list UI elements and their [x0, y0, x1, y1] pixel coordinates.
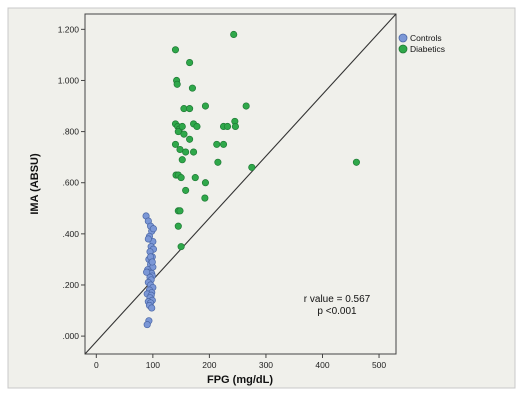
data-point-diabetics — [171, 46, 180, 54]
data-point-diabetics — [223, 122, 232, 131]
data-point-controls — [148, 258, 156, 266]
reference-line — [84, 13, 397, 355]
data-point-diabetics — [171, 140, 180, 148]
legend: Controls Diabetics — [398, 33, 445, 54]
y-tick-label: 1.000 — [58, 75, 80, 85]
data-point-diabetics — [188, 84, 196, 92]
y-tick-label: .800 — [62, 127, 79, 137]
data-point-diabetics — [231, 122, 239, 131]
data-point-diabetics — [186, 59, 194, 67]
data-point-diabetics — [201, 194, 209, 202]
data-point-diabetics — [230, 30, 238, 39]
x-tick-label: 400 — [315, 360, 329, 370]
data-point-diabetics — [214, 158, 222, 166]
data-point-diabetics — [186, 135, 194, 143]
x-axis-title: FPG (mg/dL) — [207, 374, 273, 386]
data-point-diabetics — [201, 102, 209, 110]
x-tick-label: 0 — [94, 360, 99, 370]
data-point-diabetics — [191, 174, 199, 182]
x-tick-label: 500 — [372, 360, 386, 370]
y-axis-title: IMA (ABSU) — [29, 153, 41, 215]
data-point-diabetics — [182, 148, 190, 156]
data-point-diabetics — [173, 80, 181, 88]
data-point-diabetics — [177, 174, 185, 182]
legend-label-diabetics: Diabetics — [410, 44, 445, 54]
data-point-controls — [143, 268, 151, 276]
data-point-diabetics — [242, 102, 250, 110]
data-point-diabetics — [178, 156, 186, 164]
x-tick-label: 200 — [202, 360, 216, 370]
data-point-diabetics — [248, 163, 256, 171]
data-point-controls — [144, 235, 152, 243]
data-point-diabetics — [186, 105, 194, 113]
y-tick-label: .200 — [62, 280, 79, 290]
data-point-diabetics — [193, 122, 201, 131]
legend-swatch-controls — [398, 33, 408, 43]
y-tick-label: .000 — [62, 331, 79, 341]
data-point-diabetics — [174, 222, 182, 230]
data-point-controls — [143, 321, 151, 329]
data-point-controls — [148, 304, 156, 312]
data-point-diabetics — [352, 158, 360, 166]
y-tick-label: .600 — [62, 178, 79, 188]
data-point-diabetics — [180, 130, 188, 138]
y-tick-label: .400 — [62, 229, 79, 239]
data-point-diabetics — [213, 140, 221, 148]
legend-label-controls: Controls — [410, 33, 442, 43]
data-point-diabetics — [219, 140, 228, 148]
data-point-controls — [149, 225, 157, 233]
data-point-diabetics — [177, 243, 185, 251]
p-value-annotation: p <0.001 — [317, 306, 357, 317]
data-point-diabetics — [201, 179, 209, 187]
x-tick-label: 300 — [259, 360, 273, 370]
y-tick-label: 1.200 — [58, 24, 80, 34]
x-tick-label: 100 — [146, 360, 160, 370]
data-point-diabetics — [182, 186, 190, 194]
data-point-diabetics — [176, 207, 184, 215]
data-point-diabetics — [178, 122, 186, 131]
legend-swatch-diabetics — [398, 44, 408, 54]
r-value-annotation: r value = 0.567 — [304, 294, 371, 305]
data-point-diabetics — [190, 148, 198, 156]
